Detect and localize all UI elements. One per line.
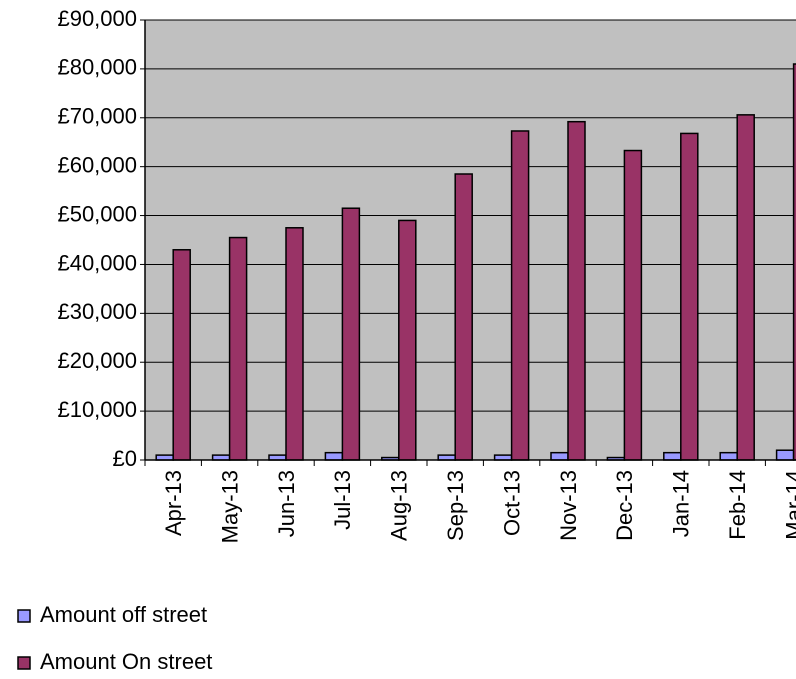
bar — [454, 173, 473, 461]
x-tick-label: Nov-13 — [556, 470, 581, 541]
x-tick-label: Jul-13 — [330, 470, 355, 530]
x-tick-label: Apr-13 — [161, 470, 186, 536]
x-tick-label: Jun-13 — [274, 470, 299, 537]
y-tick-label: £30,000 — [57, 299, 137, 324]
legend-label: Amount On street — [40, 649, 212, 674]
bar — [623, 149, 643, 461]
legend-swatch — [17, 609, 31, 623]
x-tick-label: Dec-13 — [612, 470, 637, 541]
x-tick-label: Mar-14 — [781, 470, 796, 540]
y-tick-label: £0 — [113, 446, 137, 471]
y-tick-label: £80,000 — [57, 55, 137, 80]
y-tick-label: £60,000 — [57, 152, 137, 177]
x-tick-label: Sep-13 — [443, 470, 468, 541]
y-tick-label: £50,000 — [57, 201, 137, 226]
bar — [228, 236, 248, 461]
y-tick-label: £10,000 — [57, 397, 137, 422]
x-tick-label: Aug-13 — [387, 470, 412, 541]
bar — [567, 120, 586, 461]
x-tick-label: Feb-14 — [725, 470, 750, 540]
y-tick-label: £70,000 — [57, 104, 137, 129]
x-tick-label: Jan-14 — [669, 470, 694, 537]
x-tick-label: Oct-13 — [499, 470, 524, 536]
bar — [324, 451, 344, 461]
bar — [172, 249, 191, 461]
bar — [736, 114, 755, 461]
bar — [792, 63, 796, 461]
bar — [341, 207, 361, 461]
y-tick-label: £40,000 — [57, 250, 137, 275]
bar — [775, 449, 795, 461]
bar — [680, 132, 699, 461]
bar — [550, 451, 569, 461]
bar — [719, 451, 738, 461]
bar — [285, 227, 304, 461]
x-tick-label: May-13 — [217, 470, 242, 543]
bar — [510, 130, 530, 461]
bar — [663, 451, 682, 461]
y-tick-label: £20,000 — [57, 348, 137, 373]
legend-swatch — [17, 656, 31, 670]
legend-label: Amount off street — [40, 602, 207, 627]
bar — [398, 219, 417, 461]
y-tick-label: £90,000 — [57, 6, 137, 31]
